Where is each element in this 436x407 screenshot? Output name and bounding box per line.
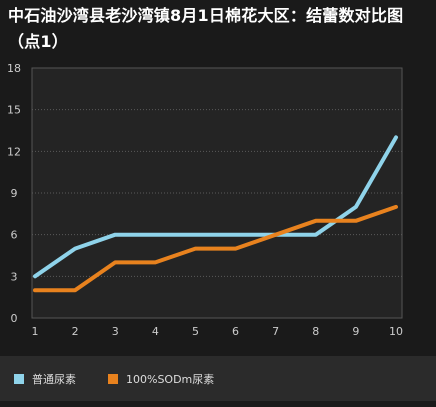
x-tick-label: 6 bbox=[232, 325, 239, 338]
chart-title: 中石油沙湾县老沙湾镇8月1日棉花大区：结蕾数对比图（点1） bbox=[8, 6, 404, 51]
x-tick-label: 5 bbox=[192, 325, 199, 338]
y-tick-label: 18 bbox=[7, 62, 21, 75]
y-axis-ticks: 0 3 6 9 12 15 18 bbox=[7, 62, 21, 325]
series-line-2 bbox=[33, 204, 398, 293]
x-tick-label: 3 bbox=[112, 325, 119, 338]
legend-swatch-series-1 bbox=[14, 374, 24, 384]
legend: 普通尿素 100%SODm尿素 bbox=[0, 356, 436, 401]
x-tick-label: 1 bbox=[32, 325, 39, 338]
x-tick-label: 2 bbox=[72, 325, 79, 338]
x-axis-ticks: 1 2 3 4 5 6 7 8 9 10 bbox=[32, 325, 404, 338]
x-tick-label: 4 bbox=[152, 325, 159, 338]
x-tick-label: 10 bbox=[389, 325, 403, 338]
legend-swatch-series-2 bbox=[108, 374, 118, 384]
y-tick-label: 15 bbox=[7, 104, 21, 117]
y-tick-label: 12 bbox=[7, 145, 21, 158]
x-tick-label: 9 bbox=[352, 325, 359, 338]
x-tick-label: 8 bbox=[312, 325, 319, 338]
legend-label-series-2: 100%SODm尿素 bbox=[126, 373, 215, 386]
y-tick-label: 0 bbox=[11, 312, 18, 325]
legend-item-series-1: 普通尿素 bbox=[14, 371, 76, 387]
series-lines bbox=[33, 135, 398, 293]
legend-item-series-2: 100%SODm尿素 bbox=[108, 371, 214, 387]
x-tick-label: 7 bbox=[272, 325, 279, 338]
y-tick-label: 6 bbox=[11, 229, 18, 242]
legend-label-series-1: 普通尿素 bbox=[32, 373, 76, 386]
y-tick-label: 9 bbox=[11, 187, 18, 200]
y-tick-label: 3 bbox=[11, 270, 18, 283]
